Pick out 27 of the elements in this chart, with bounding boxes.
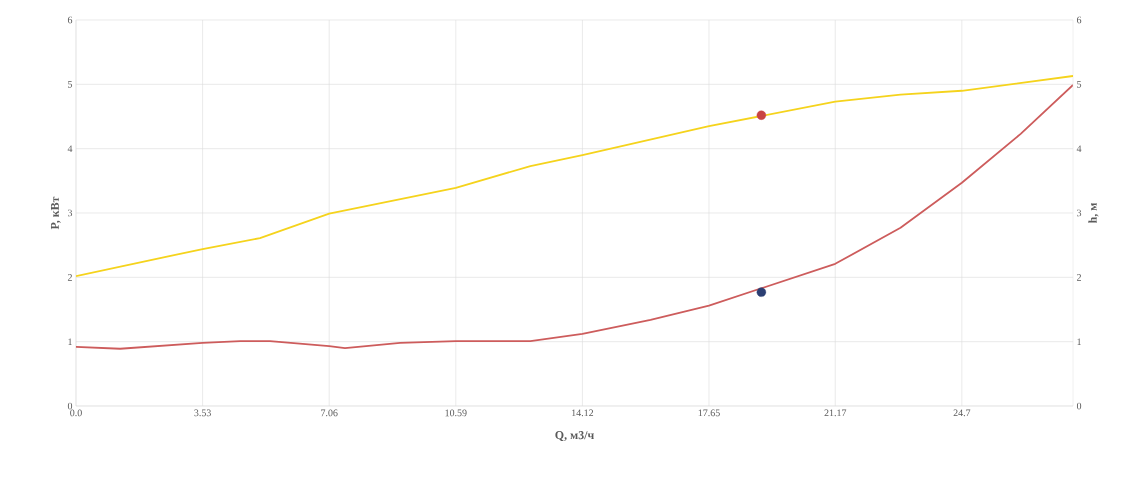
x-tick-label: 14.12 (572, 409, 594, 417)
y2-tick-label: 1 (1077, 338, 1081, 345)
x-tick-label: 10.59 (445, 409, 467, 417)
y2-tick-label: 3 (1077, 209, 1082, 217)
y-axis-title: P, кВт (50, 196, 61, 230)
y2-tick-label: 4 (1076, 145, 1082, 152)
y-tick-label: 3 (67, 209, 73, 217)
x-tick-label: 17.65 (698, 409, 720, 417)
y2-tick-label: 6 (1076, 16, 1082, 24)
line-series (76, 75, 1074, 277)
y-tick-label: 2 (67, 274, 72, 281)
y2-tick-label: 0 (1076, 402, 1082, 410)
y2-axis-title: h, м (1088, 202, 1099, 224)
x-tick-label: 3.53 (194, 409, 211, 417)
x-tick-label: 24.7 (953, 409, 971, 417)
x-tick-label: 7.06 (321, 409, 338, 417)
y-tick-label: 0 (67, 402, 73, 410)
x-tick-label: 21.17 (824, 409, 847, 417)
line-series (76, 84, 1074, 350)
x-axis-title: Q, м3/ч (555, 431, 594, 441)
y-tick-label: 1 (68, 338, 72, 345)
y2-tick-label: 2 (1076, 274, 1081, 281)
x-tick-label: 0.0 (70, 409, 82, 417)
y-tick-label: 4 (67, 145, 73, 152)
y-tick-label: 5 (68, 81, 73, 88)
y2-tick-label: 5 (1077, 81, 1082, 88)
y-tick-label: 6 (67, 16, 73, 24)
